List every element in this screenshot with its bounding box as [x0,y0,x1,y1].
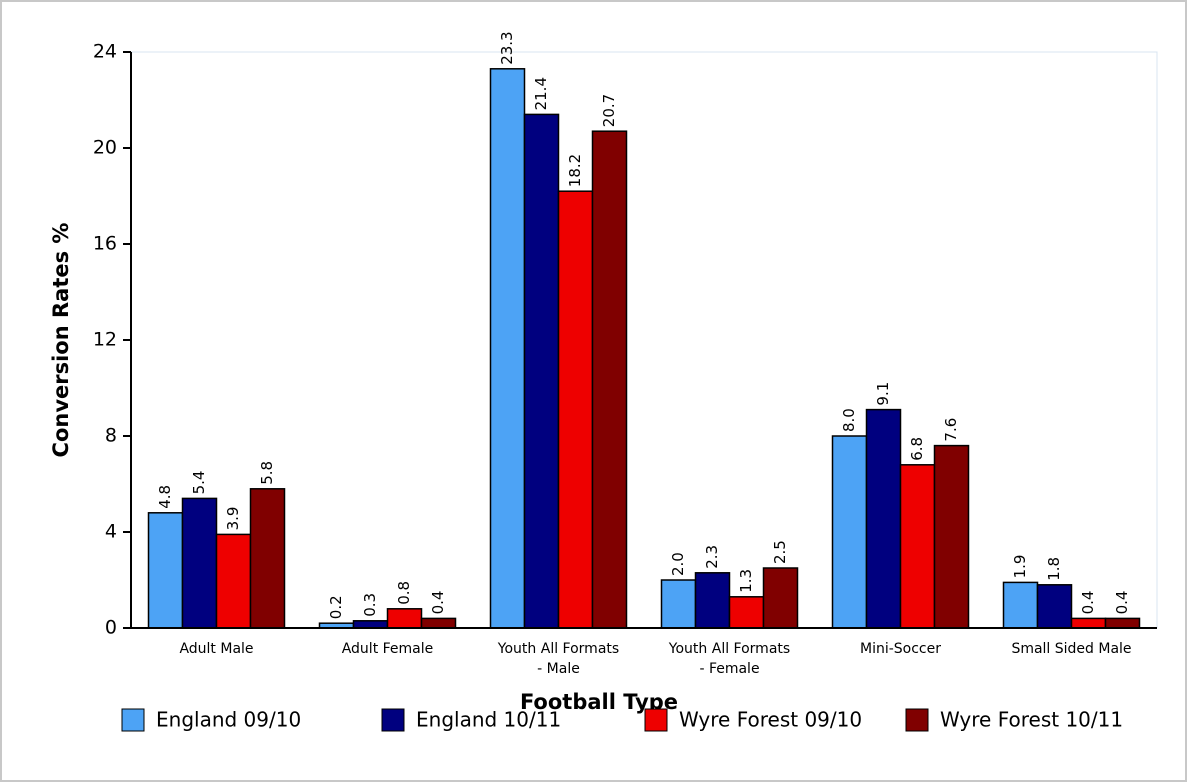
bar [865,408,902,629]
bar [489,68,526,629]
bar [660,579,697,629]
bar [694,572,731,629]
bar [1036,584,1073,629]
bar [1070,617,1107,629]
y-tick-label: 20 [93,137,117,159]
bar [728,596,765,629]
bar [1104,617,1141,629]
bar [181,497,218,629]
legend-label: England 10/11 [416,708,561,732]
bar [557,190,594,629]
value-label: 2.3 [703,545,721,569]
value-label: 1.8 [1045,557,1063,581]
bar [591,130,628,629]
x-tick-label: Mini-Soccer [860,641,941,657]
bar [215,533,252,629]
bar [523,113,560,629]
bar [249,488,286,629]
x-tick-label: Adult Female [341,641,434,657]
bar [147,512,184,629]
plot-border [131,51,1158,628]
legend-swatch [121,708,145,732]
value-label: 7.6 [942,418,960,442]
bar [386,608,423,629]
value-label: 0.4 [1079,591,1097,615]
bar [831,435,868,629]
value-label: 0.4 [429,591,447,615]
x-tick-label: Youth All Formats - Male [497,641,620,677]
value-label: 6.8 [908,437,926,461]
y-tick-label: 24 [93,41,117,63]
value-label: 0.3 [361,593,379,617]
value-label: 20.7 [600,94,618,127]
legend-label: Wyre Forest 09/10 [679,708,862,732]
legend-swatch [644,708,668,732]
value-label: 0.4 [1113,591,1131,615]
legend-label: Wyre Forest 10/11 [940,708,1123,732]
value-label: 4.8 [156,485,174,509]
value-label: 0.2 [327,595,345,619]
bar [899,464,936,629]
x-tick-label: Small Sided Male [1011,641,1132,657]
y-axis-title: Conversion Rates % [49,223,73,458]
value-label: 0.8 [395,581,413,605]
bar [933,444,970,629]
y-tick-label: 4 [105,521,117,543]
y-tick-label: 0 [105,617,117,639]
bar [420,617,457,629]
legend-label: England 09/10 [156,708,301,732]
value-label: 9.1 [874,382,892,406]
legend-swatch [905,708,929,732]
value-label: 23.3 [498,31,516,64]
bar [1002,581,1039,629]
value-label: 5.8 [258,461,276,485]
x-tick-label: Adult Male [179,641,254,657]
value-label: 3.9 [224,507,242,531]
value-label: 2.5 [771,540,789,564]
value-label: 18.2 [566,154,584,187]
value-label: 21.4 [532,77,550,110]
value-label: 8.0 [840,408,858,432]
value-label: 5.4 [190,471,208,495]
bar [352,620,389,629]
bar [762,567,799,629]
y-tick-label: 16 [93,233,117,255]
value-label: 1.3 [737,569,755,593]
value-label: 1.9 [1011,555,1029,579]
x-tick-label: Youth All Formats - Female [668,641,791,677]
value-label: 2.0 [669,552,687,576]
y-tick-label: 8 [105,425,117,447]
legend-swatch [381,708,405,732]
y-tick-label: 12 [93,329,117,351]
